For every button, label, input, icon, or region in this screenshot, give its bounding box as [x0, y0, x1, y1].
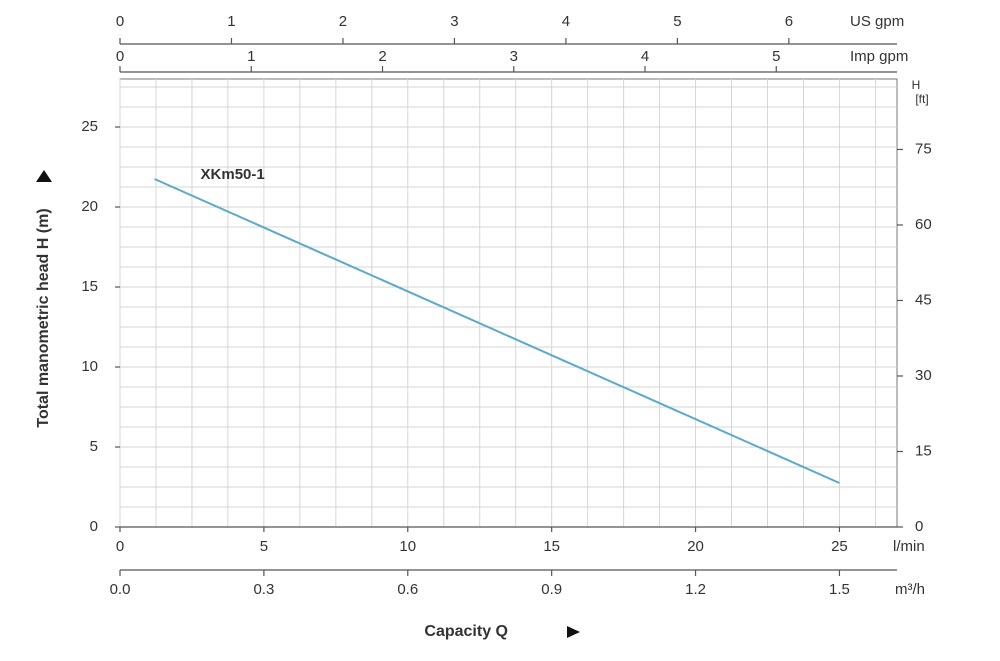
y2-unit: [ft] — [915, 92, 928, 106]
secondary-tick-label: 0 — [116, 13, 124, 30]
series-line — [154, 178, 840, 484]
secondary-tick-label: 3 — [450, 13, 458, 30]
secondary-tick-label: 5 — [772, 48, 780, 65]
y-tick-label: 0 — [90, 518, 98, 535]
secondary-tick-label: 1 — [227, 13, 235, 30]
y2-tick-label: 45 — [915, 291, 932, 308]
secondary-unit: Imp gpm — [850, 48, 908, 65]
x-tick-label: 15 — [543, 538, 560, 555]
secondary-tick-label: 2 — [339, 13, 347, 30]
secondary-unit: US gpm — [850, 13, 904, 30]
y2-tick-label: 30 — [915, 367, 932, 384]
secondary-tick-label: 1.5 — [829, 581, 850, 598]
y2-tick-label: 60 — [915, 216, 932, 233]
y2-tick-label: 0 — [915, 518, 923, 535]
secondary-tick-label: 0.9 — [541, 581, 562, 598]
secondary-tick-label: 6 — [785, 13, 793, 30]
secondary-tick-label: 4 — [562, 13, 570, 30]
plot-area — [119, 78, 898, 528]
secondary-tick-label: 3 — [510, 48, 518, 65]
secondary-tick-label: 5 — [673, 13, 681, 30]
secondary-tick-label: 0.0 — [110, 581, 131, 598]
y-tick-label: 20 — [81, 198, 98, 215]
x-tick-label: 0 — [116, 538, 124, 555]
secondary-tick-label: 0 — [116, 48, 124, 65]
y2-symbol: H — [912, 78, 921, 92]
y-arrow — [36, 170, 52, 182]
y-tick-label: 25 — [81, 118, 98, 135]
x-unit: l/min — [893, 538, 925, 555]
x-tick-label: 20 — [687, 538, 704, 555]
secondary-tick-label: 0.6 — [397, 581, 418, 598]
x-tick-label: 25 — [831, 538, 848, 555]
secondary-tick-label: 4 — [641, 48, 649, 65]
y2-tick-label: 15 — [915, 442, 932, 459]
x-tick-label: 5 — [260, 538, 268, 555]
y-axis-title: Total manometric head H (m) — [35, 208, 52, 427]
x-arrow — [567, 626, 580, 638]
y2-tick-label: 75 — [915, 140, 932, 157]
series-label: XKm50-1 — [201, 166, 265, 183]
secondary-tick-label: 0.3 — [253, 581, 274, 598]
y-tick-label: 15 — [81, 278, 98, 295]
y-tick-label: 10 — [81, 358, 98, 375]
x-tick-label: 10 — [399, 538, 416, 555]
secondary-tick-label: 2 — [378, 48, 386, 65]
y-tick-label: 5 — [90, 438, 98, 455]
secondary-tick-label: 1 — [247, 48, 255, 65]
x-axis-title: Capacity Q — [424, 623, 508, 640]
secondary-tick-label: 1.2 — [685, 581, 706, 598]
secondary-unit: m³/h — [895, 581, 925, 598]
